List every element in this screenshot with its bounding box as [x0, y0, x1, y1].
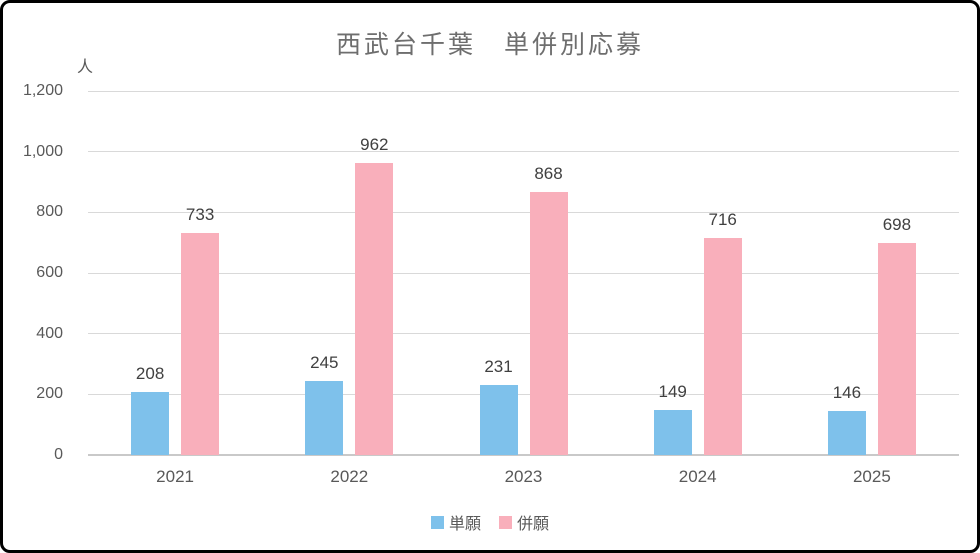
y-axis-tick-label: 200 [36, 385, 63, 403]
gridline [88, 211, 959, 213]
gridline [88, 90, 959, 92]
y-axis-tick-label: 800 [36, 203, 63, 221]
data-label-併願-2021: 733 [185, 204, 215, 224]
legend-item-併願: 併願 [499, 510, 549, 534]
bar-併願-2024 [703, 237, 742, 455]
y-axis-tick-label: 600 [36, 264, 63, 281]
bar-単願-2025 [827, 410, 866, 455]
legend-item-単願: 単願 [430, 510, 481, 534]
y-axis-tick-label: 1,000 [22, 142, 63, 160]
bar-単願-2022 [305, 380, 344, 455]
data-label-単願-2022: 245 [310, 352, 339, 372]
x-axis-category-label: 2021 [156, 467, 194, 486]
y-axis-tick-label: 0 [54, 446, 63, 463]
data-label-併願-2022: 962 [360, 135, 389, 155]
bar-併願-2021 [181, 232, 220, 455]
bar-単願-2021 [131, 391, 170, 455]
data-label-単願-2021: 208 [135, 363, 165, 383]
plot-area: 208 733 245 962 231 868 149 716 146 698 [88, 90, 959, 456]
legend-swatch-icon [430, 515, 444, 529]
data-label-併願-2023: 868 [534, 163, 563, 183]
bar-併願-2025 [877, 243, 916, 455]
data-label-単願-2023: 231 [484, 356, 513, 376]
x-axis-category-label: 2025 [852, 467, 891, 486]
gridline [88, 151, 959, 153]
chart-title: 西武台千葉 単併別応募 [335, 31, 644, 59]
data-label-併願-2024: 716 [708, 209, 737, 229]
bar-併願-2023 [529, 191, 568, 455]
y-axis-tick-label: 1,200 [22, 82, 63, 99]
data-label-単願-2025: 146 [832, 382, 862, 402]
legend-swatch-icon [499, 515, 512, 529]
bar-併願-2022 [355, 163, 394, 455]
x-axis-category-label: 2024 [678, 467, 717, 486]
legend-label: 併願 [517, 516, 550, 533]
y-axis-tick-label: 400 [36, 324, 63, 342]
legend-label: 単願 [448, 516, 481, 533]
x-axis-category-label: 2022 [330, 467, 369, 486]
bar-単願-2023 [479, 384, 518, 455]
data-label-単願-2024: 149 [658, 381, 687, 401]
legend: 単願 併願 [3, 510, 977, 534]
gridline [88, 272, 959, 274]
data-label-併願-2025: 698 [882, 215, 912, 235]
bar-単願-2024 [653, 409, 692, 455]
x-axis-line [88, 454, 959, 456]
gridline [88, 333, 959, 335]
gridline [88, 393, 959, 395]
x-axis-category-label: 2023 [504, 467, 543, 486]
y-axis-unit-label: 人 [76, 59, 93, 76]
